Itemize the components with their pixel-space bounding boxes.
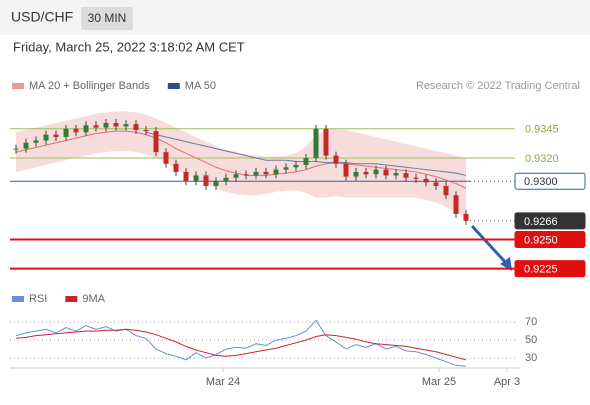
forecast-arrow bbox=[470, 224, 509, 266]
candle bbox=[43, 134, 49, 141]
datetime: Friday, March 25, 2022 3:18:02 AM CET bbox=[13, 39, 245, 54]
level-label: 0.9250 bbox=[524, 234, 558, 246]
legend-label: MA 20 + Bollinger Bands bbox=[29, 80, 150, 92]
level-label: 0.9345 bbox=[525, 124, 559, 136]
x-tick-label: Mar 24 bbox=[206, 376, 240, 388]
candle bbox=[243, 174, 249, 176]
candle bbox=[23, 142, 29, 149]
candle bbox=[403, 173, 409, 178]
ma20-line bbox=[15, 130, 467, 189]
level-box bbox=[514, 231, 586, 249]
level-label: 0.9300 bbox=[524, 176, 558, 188]
legend-label: 9MA bbox=[82, 293, 105, 305]
y-tick-label: 70 bbox=[525, 316, 537, 328]
bollinger-band bbox=[16, 111, 466, 219]
candle bbox=[343, 163, 349, 177]
candle bbox=[183, 171, 189, 182]
series-line bbox=[15, 328, 467, 361]
level-label: 0.9320 bbox=[525, 153, 559, 165]
candle bbox=[383, 169, 389, 176]
candle bbox=[423, 178, 429, 183]
level-label: 0.9225 bbox=[524, 264, 558, 276]
candle bbox=[373, 169, 379, 175]
candle bbox=[453, 195, 459, 214]
level-label: 0.9266 bbox=[524, 216, 558, 228]
x-tick-label: Apr 3 bbox=[494, 376, 520, 388]
candle bbox=[133, 124, 139, 130]
candle bbox=[53, 134, 59, 137]
series-line bbox=[15, 319, 467, 367]
candle bbox=[193, 175, 199, 182]
symbol: USD/CHF bbox=[11, 9, 73, 25]
interval-button[interactable] bbox=[81, 7, 133, 30]
credit: Research © 2022 Trading Central bbox=[416, 80, 580, 92]
candle bbox=[313, 128, 319, 158]
candle bbox=[283, 167, 289, 170]
candle bbox=[173, 163, 179, 172]
legend-swatch bbox=[167, 83, 180, 89]
candle bbox=[263, 171, 269, 175]
legend-label: MA 50 bbox=[185, 80, 216, 92]
candle bbox=[323, 128, 329, 156]
candle bbox=[93, 125, 99, 128]
candle bbox=[143, 129, 149, 132]
candle bbox=[273, 169, 279, 175]
legend-swatch bbox=[12, 83, 24, 89]
candle bbox=[333, 155, 339, 164]
candle bbox=[303, 157, 309, 165]
candle bbox=[413, 177, 419, 179]
candle bbox=[433, 182, 439, 186]
candle bbox=[213, 181, 219, 186]
candle bbox=[393, 173, 399, 176]
candle bbox=[123, 124, 129, 127]
candle bbox=[63, 128, 69, 137]
legend-swatch bbox=[12, 296, 24, 302]
candle bbox=[443, 185, 449, 196]
level-box bbox=[514, 212, 586, 230]
candle bbox=[163, 152, 169, 164]
x-tick-label: Mar 25 bbox=[422, 376, 456, 388]
candle bbox=[203, 175, 209, 186]
candle bbox=[103, 122, 109, 128]
candle bbox=[293, 164, 299, 168]
candle bbox=[363, 171, 369, 175]
level-box bbox=[514, 172, 586, 190]
candle bbox=[33, 140, 39, 143]
candle bbox=[13, 148, 19, 150]
level-box bbox=[514, 260, 586, 278]
y-tick-label: 30 bbox=[525, 352, 537, 364]
legend-swatch bbox=[65, 296, 78, 302]
candle bbox=[253, 171, 259, 176]
candle bbox=[233, 174, 239, 178]
candle bbox=[463, 213, 469, 221]
interval-label[interactable]: 30 MIN bbox=[88, 11, 127, 25]
candle bbox=[73, 128, 79, 133]
arrow-head bbox=[500, 257, 512, 271]
y-tick-label: 50 bbox=[525, 334, 537, 346]
candle bbox=[153, 131, 159, 153]
legend-label: RSI bbox=[29, 293, 47, 305]
candle bbox=[353, 171, 359, 177]
candle bbox=[223, 177, 229, 182]
candle bbox=[83, 125, 89, 133]
candle bbox=[113, 122, 119, 127]
